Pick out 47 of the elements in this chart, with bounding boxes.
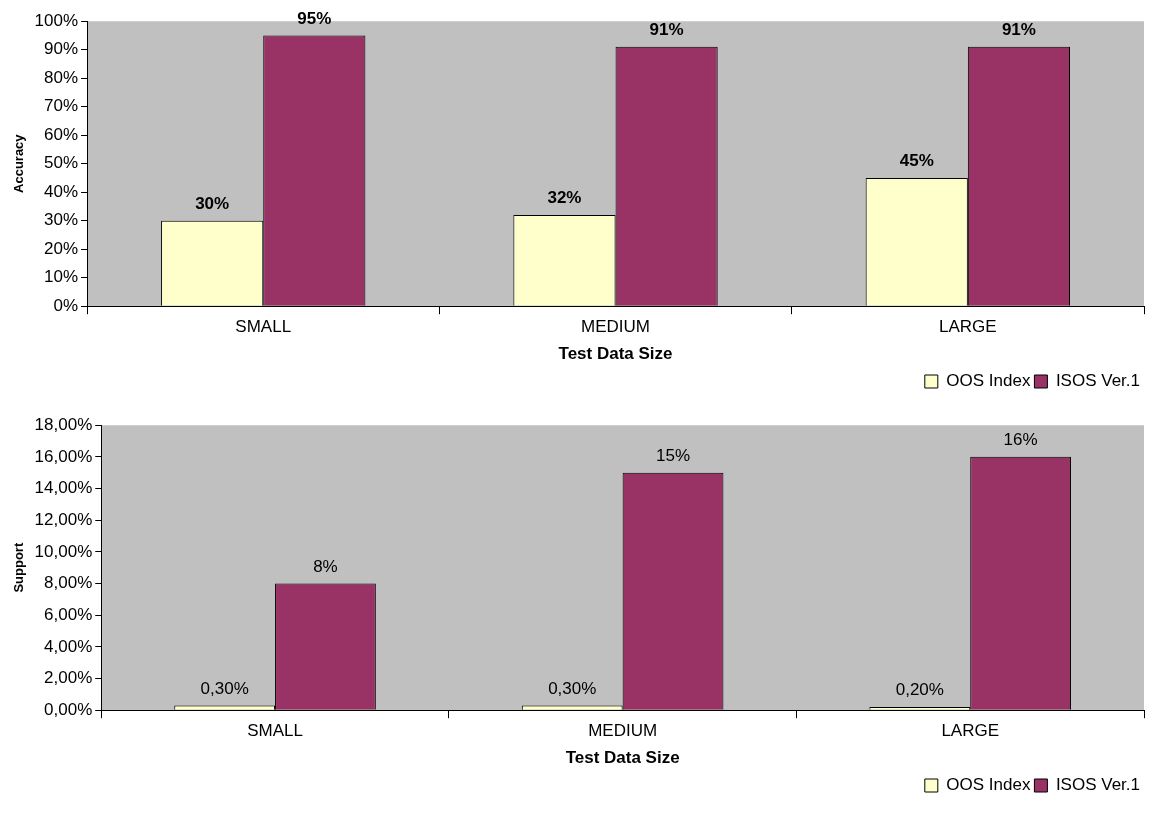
- data-label: 91%: [649, 20, 684, 40]
- y-tick-label: 16,00%: [34, 446, 93, 466]
- y-tick-label: 90%: [44, 39, 79, 59]
- x-tick-label: LARGE: [939, 317, 997, 337]
- y-tick-label: 30%: [44, 210, 79, 230]
- y-tick-label: 0%: [53, 295, 79, 315]
- y-tick-label: 10,00%: [34, 541, 93, 561]
- y-tick-label: 4,00%: [44, 636, 93, 656]
- data-label: 8%: [313, 556, 338, 576]
- y-axis-title: Accuracy: [11, 133, 27, 193]
- legend-label: OOS Index: [946, 775, 1031, 795]
- legend-label: OOS Index: [946, 371, 1031, 391]
- y-tick-label: 6,00%: [44, 604, 93, 624]
- data-label: 32%: [547, 188, 582, 208]
- y-tick-label: 20%: [44, 238, 79, 258]
- x-tick-label: SMALL: [235, 317, 292, 337]
- y-tick-label: 14,00%: [34, 478, 93, 498]
- data-label: 91%: [1001, 20, 1036, 40]
- x-axis-title: Test Data Size: [565, 748, 680, 768]
- y-axis-title: Support: [11, 542, 27, 593]
- data-label: 0,30%: [548, 678, 597, 698]
- x-axis-title: Test Data Size: [558, 344, 673, 364]
- x-tick-label: SMALL: [247, 721, 303, 741]
- data-label: 16%: [1003, 430, 1038, 450]
- x-tick-label: MEDIUM: [588, 721, 658, 741]
- y-tick-label: 70%: [44, 96, 79, 116]
- data-label: 0,30%: [200, 678, 249, 698]
- y-tick-label: 18,00%: [34, 414, 93, 434]
- y-tick-label: 0,00%: [44, 699, 93, 719]
- data-label: 45%: [899, 151, 934, 171]
- legend-label: ISOS Ver.1: [1055, 371, 1141, 391]
- y-tick-label: 100%: [34, 10, 79, 30]
- y-tick-label: 10%: [44, 267, 79, 287]
- data-label: 15%: [656, 445, 691, 465]
- y-tick-label: 40%: [44, 181, 79, 201]
- y-tick-label: 60%: [44, 124, 79, 144]
- data-label: 30%: [195, 193, 230, 213]
- data-label: 0,20%: [895, 680, 944, 700]
- x-tick-label: LARGE: [941, 721, 1000, 741]
- y-tick-label: 50%: [44, 153, 79, 173]
- data-label: 95%: [297, 8, 332, 28]
- y-tick-label: 8,00%: [44, 573, 93, 593]
- legend-label: ISOS Ver.1: [1055, 775, 1141, 795]
- y-tick-label: 12,00%: [34, 509, 93, 529]
- x-tick-label: MEDIUM: [581, 317, 651, 337]
- y-tick-label: 80%: [44, 67, 79, 87]
- y-tick-label: 2,00%: [44, 668, 93, 688]
